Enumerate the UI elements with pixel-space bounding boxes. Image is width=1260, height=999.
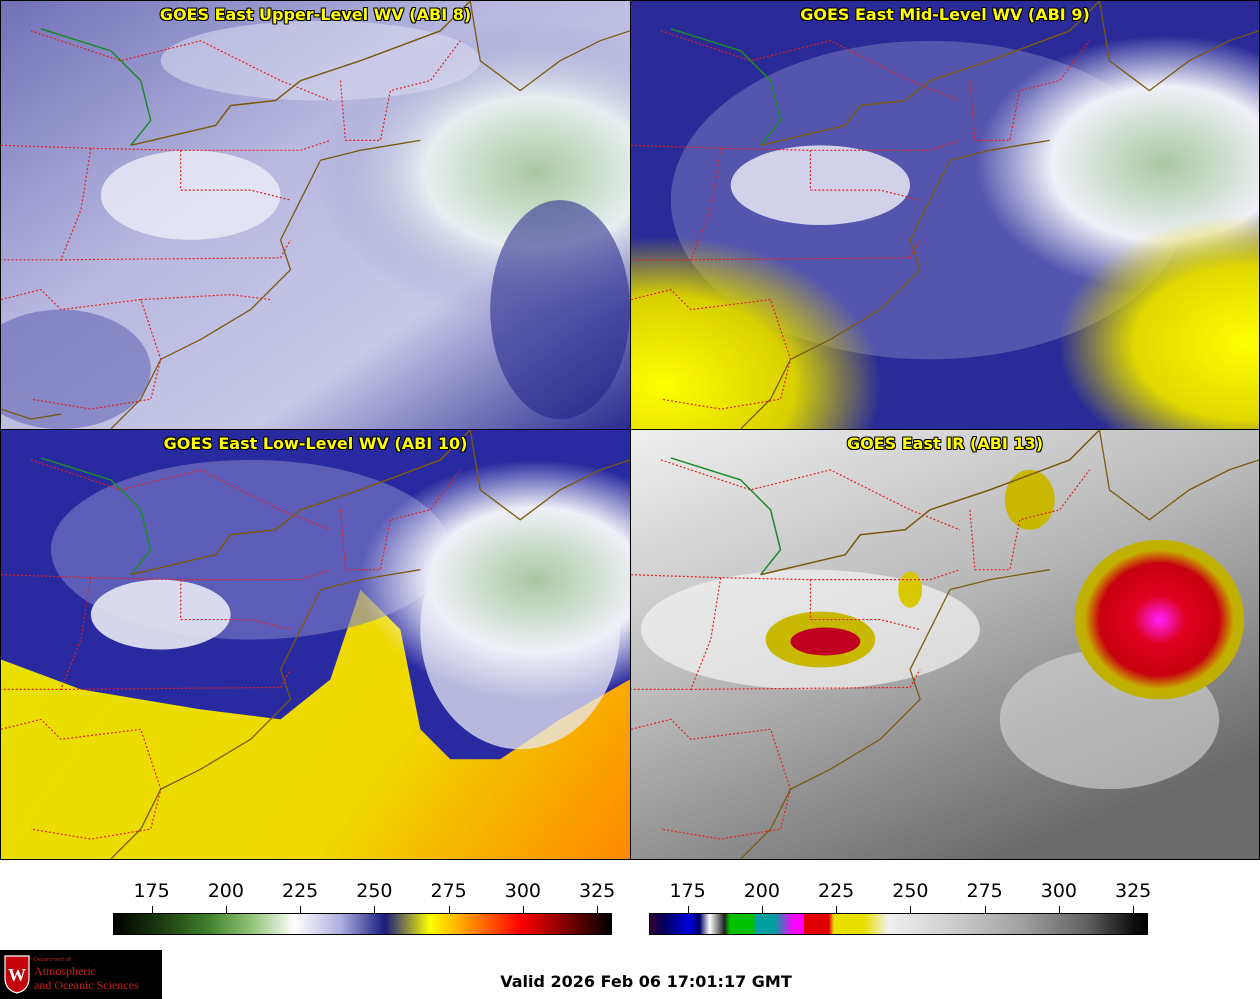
colorbar-tick-label: 175 xyxy=(133,880,170,902)
colorbar-tick-mark xyxy=(1133,906,1135,913)
ir-colorbar: 175 200 225 250 275 300 325 xyxy=(649,880,1151,940)
mid-level-wv-panel: GOES East Mid-Level WV (ABI 9) xyxy=(630,0,1260,430)
colorbar-tick-label: 300 xyxy=(1040,880,1078,902)
mid-level-wv-image xyxy=(631,1,1259,429)
aos-logo: W Department of Atmospheric and Oceanic … xyxy=(0,950,162,999)
valid-time: Valid 2026 Feb 06 17:01:17 GMT xyxy=(500,972,792,991)
ir-panel: GOES East IR (ABI 13) xyxy=(630,429,1260,860)
colorbar-tick-mark xyxy=(761,906,763,913)
colorbar-tick-mark xyxy=(910,906,912,913)
colorbar-tick-mark xyxy=(448,906,450,913)
colorbar-tick-label: 200 xyxy=(207,880,244,902)
upper-level-wv-image xyxy=(1,1,630,429)
colorbar-tick-mark xyxy=(151,906,153,913)
colorbar-tick-label: 250 xyxy=(892,880,929,902)
wv-colorbar: 175 200 225 250 275 300 325 xyxy=(113,880,615,940)
logo-line1: Atmospheric xyxy=(34,964,96,978)
colorbar-tick-label: 300 xyxy=(504,880,542,902)
low-level-wv-panel: GOES East Low-Level WV (ABI 10) xyxy=(0,429,631,860)
colorbar-tick-mark xyxy=(836,906,838,913)
panel-title: GOES East Low-Level WV (ABI 10) xyxy=(163,434,468,453)
panel-title: GOES East Mid-Level WV (ABI 9) xyxy=(800,5,1090,24)
logo-dept-text: Department of xyxy=(34,957,71,963)
colorbar-tick-label: 275 xyxy=(966,880,1003,902)
low-level-wv-image xyxy=(1,430,630,859)
svg-text:W: W xyxy=(8,965,26,985)
colorbar-tick-mark xyxy=(225,906,227,913)
colorbar-tick-mark xyxy=(687,906,689,913)
colorbar-tick-mark xyxy=(1058,906,1060,913)
colorbar-tick-mark xyxy=(597,906,599,913)
colorbar-tick-mark xyxy=(300,906,302,913)
uw-crest-icon: W xyxy=(4,955,30,994)
colorbar-tick-label: 325 xyxy=(1115,880,1152,902)
colorbar-tick-label: 250 xyxy=(356,880,393,902)
colorbar-tick-label: 175 xyxy=(669,880,706,902)
colorbar-tick-label: 200 xyxy=(743,880,780,902)
colorbar-tick-label: 225 xyxy=(281,880,319,902)
upper-level-wv-panel: GOES East Upper-Level WV (ABI 8) xyxy=(0,0,631,430)
ir-image xyxy=(631,430,1259,859)
colorbar-tick-mark xyxy=(984,906,986,913)
colorbar-tick-label: 275 xyxy=(430,880,467,902)
colorbar-tick-label: 225 xyxy=(817,880,855,902)
logo-line2: and Oceanic Sciences xyxy=(34,978,139,992)
panel-title: GOES East Upper-Level WV (ABI 8) xyxy=(159,5,472,24)
ir-colorbar-gradient xyxy=(649,913,1148,935)
panel-title: GOES East IR (ABI 13) xyxy=(846,434,1044,453)
colorbar-tick-mark xyxy=(522,906,524,913)
wv-colorbar-gradient xyxy=(113,913,612,935)
colorbar-tick-mark xyxy=(374,906,376,913)
colorbar-tick-label: 325 xyxy=(579,880,616,902)
